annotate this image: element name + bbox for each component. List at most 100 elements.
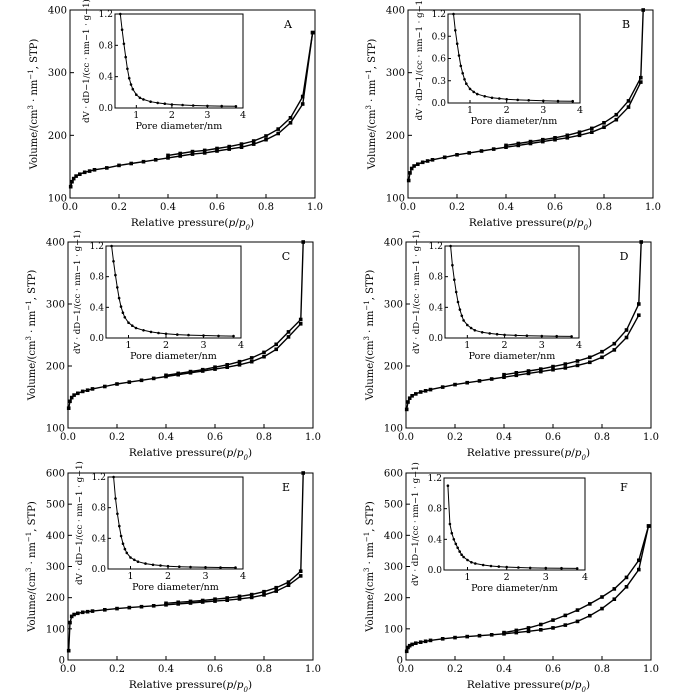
x-tick-label: 0.6 — [209, 202, 225, 213]
adsorption-point — [551, 367, 555, 372]
inset-y-tick-label: 0.4 — [92, 534, 107, 544]
adsorption-point — [139, 378, 144, 383]
inset-y-tick-label: 0.8 — [92, 504, 107, 514]
x-axis-label: Relative pressure(p/p0) — [129, 679, 252, 694]
adsorption-point — [514, 630, 519, 635]
y-tick-label: 300 — [46, 562, 65, 573]
adsorption-point — [600, 355, 604, 360]
inset-y-axis-label: dV · dD−1/(cc · nm−1 · g−1) — [410, 462, 421, 586]
pore-distribution-point — [450, 531, 454, 535]
inset-y-tick-label: 0.4 — [428, 535, 443, 545]
adsorption-point — [72, 393, 76, 397]
adsorption-point — [105, 166, 109, 170]
x-tick-label: 0.6 — [207, 664, 223, 675]
adsorption-point — [612, 348, 617, 352]
desorption-point — [553, 136, 557, 140]
inset-y-tick-label: 0.4 — [90, 303, 105, 313]
inset-x-tick-label: 3 — [204, 110, 210, 121]
inset-x-tick-label: 4 — [582, 572, 588, 583]
panel-label: B — [622, 18, 630, 31]
pore-distribution-point — [457, 54, 461, 57]
adsorption-point — [80, 610, 85, 615]
adsorption-point — [577, 133, 582, 138]
pore-distribution-point — [156, 101, 159, 105]
y-axis-label: Volume/(cm3 · nm−1, STP) — [365, 39, 378, 171]
pore-distribution-point — [142, 329, 145, 332]
pore-distribution-point — [131, 87, 135, 91]
x-tick-label: 1.0 — [643, 664, 659, 675]
pore-distribution-point — [454, 290, 458, 294]
pore-distribution-point — [448, 522, 452, 526]
pore-distribution-point — [135, 93, 138, 96]
adsorption-point — [404, 649, 409, 654]
desorption-point — [563, 613, 568, 618]
adsorption-point — [624, 335, 629, 340]
pore-distribution-point — [575, 567, 579, 570]
y-tick-label: 300 — [384, 562, 403, 573]
y-tick-label: 200 — [384, 593, 403, 604]
adsorption-point — [85, 388, 90, 392]
inset-y-tick-label: 1.2 — [92, 473, 106, 483]
pore-distribution-point — [452, 538, 456, 541]
inset-x-tick-label: 4 — [240, 110, 246, 121]
desorption-point — [225, 363, 229, 367]
pore-distribution-point — [454, 29, 457, 32]
pore-distribution-point — [462, 319, 465, 322]
inset-x-axis-label: Pore diameter/nm — [132, 582, 219, 593]
y-tick-label: 100 — [384, 624, 403, 635]
x-tick-label: 0.4 — [158, 432, 174, 443]
adsorption-point — [565, 136, 570, 140]
pore-distribution-point — [142, 98, 145, 101]
pore-distribution-point — [131, 324, 134, 328]
pore-distribution-point — [540, 334, 544, 338]
adsorption-point — [237, 597, 242, 601]
pore-distribution-point — [120, 28, 124, 32]
pore-distribution-point — [488, 332, 492, 335]
pore-distribution-point — [461, 72, 465, 75]
pore-distribution-point — [556, 99, 560, 103]
y-tick-label: 100 — [46, 424, 65, 435]
inset-x-tick-label: 4 — [238, 340, 244, 351]
chart-panel-a: 0.0 0.2 0.4 0.6 0.8 1.0 100 200 300 400 Relative p… — [27, 0, 323, 232]
inset-y-tick-label: 0.8 — [428, 505, 443, 515]
pore-distribution-point — [528, 566, 532, 570]
x-tick-label: 0.8 — [256, 432, 272, 443]
pore-distribution-point — [460, 314, 464, 318]
inset-y-tick-label: 0.8 — [99, 41, 114, 51]
inset-x-tick-label: 1 — [125, 340, 131, 351]
adsorption-point — [286, 583, 291, 587]
pore-distribution-point — [570, 335, 573, 338]
adsorption-point — [66, 648, 71, 653]
adsorption-point — [626, 105, 631, 109]
adsorption-point — [68, 184, 73, 189]
panel-label: E — [282, 481, 290, 494]
chart-panel-b: 0.0 0.2 0.4 0.6 0.8 1.0 100 200 300 400 Relative p… — [365, 0, 661, 232]
pore-distribution-point — [123, 316, 127, 319]
pore-distribution-point — [114, 497, 117, 500]
desorption-point — [176, 371, 180, 376]
desorption-point — [262, 350, 266, 355]
pore-distribution-point — [123, 547, 127, 551]
adsorption-point — [225, 365, 229, 369]
y-tick-label: 600 — [46, 469, 65, 480]
pore-distribution-point — [181, 103, 184, 107]
adsorption-point — [453, 382, 457, 387]
adsorption-point — [115, 382, 119, 386]
inset-x-axis-label: Pore diameter/nm — [471, 583, 558, 594]
adsorption-point — [127, 380, 132, 384]
desorption-point — [565, 133, 570, 138]
x-tick-label: 0.8 — [258, 202, 274, 213]
adsorption-point — [526, 629, 531, 634]
pore-distribution-point — [119, 12, 122, 16]
pore-distribution-point — [232, 334, 235, 338]
pore-distribution-point — [163, 102, 167, 105]
pore-distribution-point — [483, 95, 487, 98]
adsorption-point — [612, 597, 617, 601]
pore-distribution-point — [560, 566, 563, 570]
inset-x-tick-label: 2 — [504, 105, 510, 116]
inset-x-tick-label: 4 — [240, 571, 246, 582]
pore-distribution-point — [459, 64, 463, 68]
chart-panel-d: 0.0 0.2 0.4 0.6 0.8 1.0 100 200 300 400 Relative p… — [363, 230, 659, 462]
y-tick-label: 300 — [46, 300, 65, 311]
